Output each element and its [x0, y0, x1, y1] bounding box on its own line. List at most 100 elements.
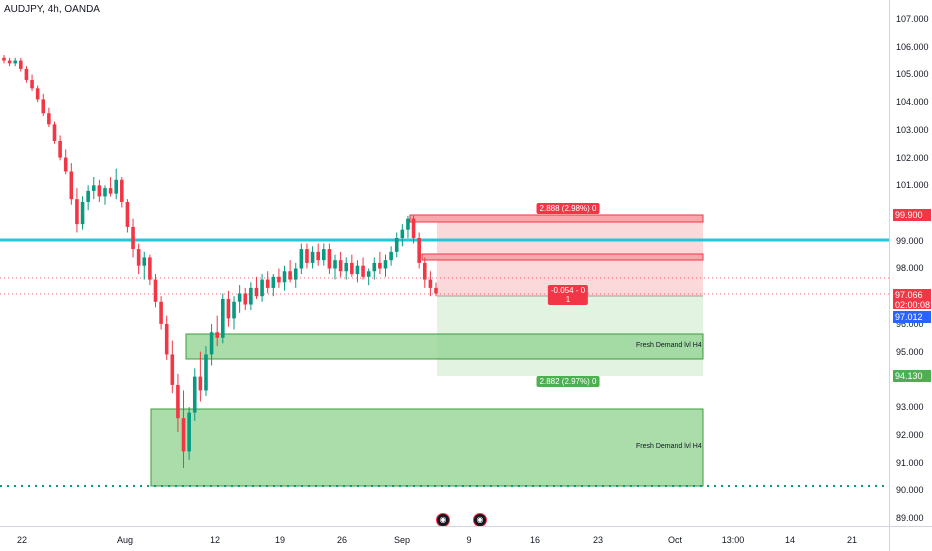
- price-tick-label: 95.000: [896, 346, 924, 357]
- candle-body: [406, 218, 410, 230]
- time-tick-label: Aug: [116, 535, 134, 545]
- candle-body: [63, 157, 68, 172]
- chart-canvas[interactable]: [0, 0, 889, 526]
- target-price-badge: 94.130: [893, 370, 931, 382]
- candle-body: [91, 185, 96, 191]
- stop-badge: 2.888 (2.98%) 0: [536, 203, 600, 214]
- price-tick-label: 96.000: [896, 318, 924, 329]
- candle-body: [198, 376, 203, 391]
- candle-body: [355, 265, 360, 275]
- price-scale[interactable]: 107.000 106.000 105.000 104.000 103.000 102.0…: [889, 0, 932, 526]
- price-tick-label: 90.000: [896, 485, 924, 496]
- supply-zone-upper[interactable]: [409, 214, 704, 223]
- candle-body: [2, 57, 6, 61]
- candle-body: [254, 287, 259, 297]
- candle-body: [192, 376, 197, 413]
- candle-body: [282, 271, 287, 283]
- candle-body: [338, 260, 343, 272]
- price-tick-label: 105.000: [896, 69, 929, 80]
- candle-body: [221, 298, 225, 338]
- time-tick-label: Sep: [393, 535, 411, 545]
- time-tick-label: 23: [592, 535, 604, 545]
- candle-body: [378, 262, 382, 269]
- price-tick-label: 107.000: [896, 14, 929, 24]
- candle-body: [232, 301, 236, 319]
- candle-body: [69, 171, 74, 200]
- candle-body: [52, 124, 57, 141]
- close-price: 97.066: [895, 290, 923, 300]
- candle-body: [400, 229, 405, 238]
- candle-body: [142, 257, 147, 266]
- price-tick-label: 104.000: [896, 97, 929, 108]
- time-tick-label: 14: [784, 535, 796, 545]
- candle-body: [389, 251, 393, 261]
- demand-zone-lower[interactable]: [150, 408, 704, 487]
- price-tick-label: 106.000: [896, 41, 929, 52]
- candle-body: [58, 140, 62, 158]
- candle-body: [344, 262, 349, 272]
- candle-body: [47, 113, 51, 125]
- candle-body: [417, 237, 421, 263]
- candle-body: [372, 262, 377, 272]
- symbol-title: AUDJPY, 4h, OANDA: [4, 4, 100, 15]
- candle-body: [131, 226, 135, 250]
- candle-body: [30, 79, 34, 89]
- price-tick-label: 102.000: [896, 152, 929, 163]
- price-tick-label: 99.000: [896, 235, 924, 246]
- price-tick-label: 101.000: [896, 180, 929, 191]
- candle-body: [316, 251, 320, 261]
- demand-zone-upper[interactable]: [185, 333, 704, 360]
- candle-body: [299, 249, 304, 269]
- candle-body: [321, 249, 326, 261]
- candle-body: [187, 412, 191, 452]
- candle-body: [170, 354, 175, 385]
- candle-body: [288, 271, 292, 280]
- time-tick-label: Oct: [667, 535, 683, 545]
- time-tick-label: 12: [209, 535, 221, 545]
- candle-body: [159, 301, 163, 324]
- pnl-line-1: -0.054 - 0: [550, 286, 586, 295]
- time-scale[interactable]: 22 Aug 12 19 26 Sep 9 16 23 Oct 13:00 14 21: [0, 526, 889, 551]
- candle-body: [86, 190, 90, 202]
- candle-body: [422, 262, 427, 280]
- candle-body: [271, 276, 276, 288]
- time-tick-label: 9: [466, 535, 472, 545]
- candle-body: [366, 271, 371, 277]
- price-tick-label: 98.000: [896, 263, 924, 274]
- candle-body: [41, 99, 46, 114]
- time-tick-label: 21: [846, 535, 858, 545]
- candle-body: [24, 68, 29, 80]
- time-tick-label: 26: [336, 535, 348, 545]
- candle-body: [19, 60, 23, 69]
- candle-body: [249, 287, 253, 305]
- candle-body: [215, 332, 219, 338]
- candle-body: [7, 60, 12, 64]
- candle-body: [383, 260, 388, 269]
- candle-body: [226, 298, 231, 319]
- time-tick-label: 19: [274, 535, 286, 545]
- candle-body: [293, 268, 298, 280]
- candle-body: [97, 185, 102, 197]
- candle-body: [80, 201, 85, 225]
- chart-pane[interactable]: AUDJPY, 4h, OANDA 2.888 (2.98%) 0 -0.054…: [0, 0, 889, 526]
- time-tick-label: 22: [16, 535, 28, 545]
- economic-event-icon[interactable]: ◉: [436, 513, 450, 526]
- candle-body: [265, 279, 270, 288]
- price-tick-label: 91.000: [896, 457, 924, 468]
- candle-body: [333, 260, 337, 269]
- demand-upper-label: Fresh Demand lvl H4: [636, 342, 702, 349]
- candle-body: [428, 279, 433, 288]
- candle-body: [108, 188, 113, 194]
- candle-body: [237, 293, 242, 302]
- candle-body: [120, 179, 124, 202]
- candle-body: [277, 276, 281, 283]
- price-tick-label: 103.000: [896, 124, 929, 135]
- economic-event-icon[interactable]: ◉: [473, 513, 487, 526]
- candle-body: [394, 237, 399, 252]
- candle-body: [13, 60, 18, 64]
- candle-body: [164, 323, 169, 355]
- supply-zone-lower[interactable]: [421, 253, 704, 261]
- stop-price-badge: 99.900: [893, 209, 931, 221]
- target-badge: 2.882 (2.97%) 0: [536, 376, 600, 387]
- bar-countdown: 02:00:08: [895, 300, 931, 310]
